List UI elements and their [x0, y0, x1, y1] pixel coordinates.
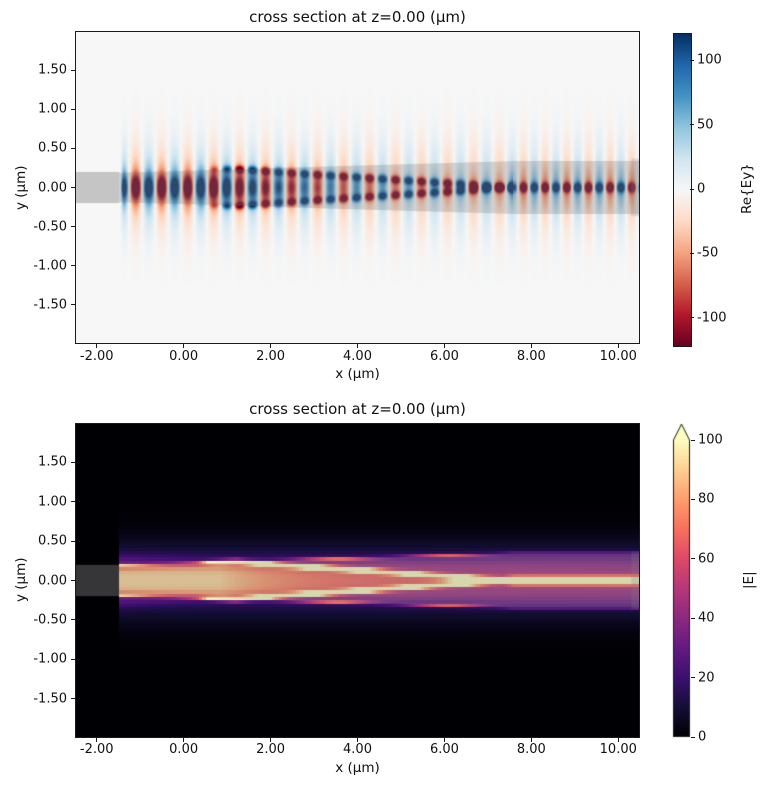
- x-tick-label: 10.00: [599, 742, 637, 757]
- y-tick-label: -1.00: [33, 651, 67, 667]
- colorbar-tick-mark: [691, 677, 695, 679]
- top-plot-title: cross section at z=0.00 (μm): [249, 8, 466, 26]
- y-tick-label: -1.50: [33, 691, 67, 707]
- y-tick-label: 0.50: [38, 140, 67, 156]
- top-colorbar-label: Re{Ey}: [739, 163, 755, 215]
- colorbar-tick-label: 100: [697, 52, 722, 68]
- y-tick-label: -1.00: [33, 258, 67, 274]
- x-tick-mark: [443, 344, 445, 348]
- x-tick-label: 10.00: [599, 349, 637, 364]
- colorbar-tick-label: 40: [698, 610, 715, 626]
- x-tick-label: 0.00: [169, 349, 199, 364]
- top-xaxis-label: x (μm): [335, 366, 380, 382]
- colorbar-tick-mark: [691, 439, 695, 441]
- y-tick-mark: [71, 147, 75, 149]
- bottom-xaxis-label: x (μm): [335, 760, 380, 776]
- x-tick-label: 8.00: [516, 742, 546, 757]
- y-tick-mark: [71, 187, 75, 188]
- y-tick-mark: [71, 580, 75, 581]
- y-tick-label: -1.50: [33, 297, 67, 313]
- y-tick-label: 0.00: [38, 180, 67, 195]
- colorbar-tick-label: -50: [697, 245, 719, 261]
- x-tick-mark: [357, 738, 358, 742]
- x-tick-mark: [96, 344, 98, 348]
- colorbar-tick-mark: [691, 736, 695, 738]
- x-tick-mark: [530, 344, 532, 348]
- y-tick-label: -0.50: [33, 219, 67, 235]
- x-tick-label: 6.00: [429, 742, 459, 757]
- colorbar-tick-label: 0: [697, 181, 706, 197]
- y-tick-mark: [71, 265, 75, 267]
- x-tick-mark: [183, 344, 185, 348]
- x-tick-mark: [530, 738, 532, 742]
- y-tick-mark: [71, 461, 75, 463]
- top-colorbar: [673, 33, 692, 347]
- x-tick-label: 8.00: [516, 349, 546, 364]
- bottom-colorbar: [672, 423, 691, 738]
- y-tick-label: 1.50: [38, 62, 67, 78]
- colorbar-tick-mark: [691, 558, 695, 560]
- y-tick-mark: [71, 304, 75, 306]
- y-tick-label: 0.00: [38, 573, 67, 588]
- x-tick-mark: [270, 344, 272, 348]
- x-tick-mark: [270, 738, 272, 742]
- y-tick-mark: [71, 658, 75, 660]
- y-tick-mark: [71, 501, 75, 503]
- y-tick-label: 1.00: [38, 101, 67, 117]
- colorbar-tick-label: -100: [697, 310, 727, 326]
- x-tick-mark: [617, 344, 619, 348]
- x-tick-label: -2.00: [79, 349, 114, 364]
- x-tick-label: 2.00: [256, 349, 286, 364]
- x-tick-label: 4.00: [343, 742, 372, 757]
- colorbar-tick-mark: [690, 124, 694, 126]
- colorbar-tick-mark: [691, 498, 695, 500]
- colorbar-tick-mark: [691, 617, 695, 619]
- colorbar-tick-label: 100: [698, 432, 723, 448]
- colorbar-tick-label: 20: [698, 670, 715, 686]
- colorbar-tick-label: 60: [698, 551, 715, 567]
- bottom-plot-area: [75, 423, 640, 738]
- y-tick-label: 1.50: [38, 454, 67, 470]
- colorbar-tick-mark: [690, 188, 694, 190]
- bottom-plot-title: cross section at z=0.00 (μm): [249, 400, 466, 418]
- x-tick-label: 6.00: [429, 349, 459, 364]
- x-tick-mark: [357, 344, 358, 348]
- y-tick-mark: [71, 619, 75, 621]
- y-tick-mark: [71, 698, 75, 700]
- top-colorbar-gradient: [674, 34, 691, 346]
- x-tick-mark: [617, 738, 619, 742]
- colorbar-tick-label: 50: [697, 117, 714, 133]
- y-tick-mark: [71, 226, 75, 228]
- x-tick-mark: [183, 738, 185, 742]
- x-tick-label: 2.00: [256, 742, 286, 757]
- y-tick-mark: [71, 108, 75, 110]
- colorbar-tick-mark: [690, 59, 694, 61]
- x-tick-mark: [443, 738, 445, 742]
- x-tick-mark: [96, 738, 98, 742]
- y-tick-mark: [71, 540, 75, 542]
- y-tick-label: 1.00: [38, 494, 67, 510]
- bottom-colorbar-label: |E|: [741, 571, 757, 589]
- y-tick-label: -0.50: [33, 612, 67, 628]
- x-tick-label: 0.00: [169, 742, 199, 757]
- y-tick-mark: [71, 69, 75, 71]
- x-tick-label: -2.00: [79, 742, 114, 757]
- colorbar-tick-mark: [690, 252, 694, 254]
- colorbar-tick-label: 80: [698, 491, 715, 507]
- colorbar-tick-mark: [690, 317, 694, 319]
- x-tick-label: 4.00: [343, 349, 372, 364]
- colorbar-tick-label: 0: [698, 729, 707, 745]
- top-heatmap-image: [76, 32, 639, 343]
- y-tick-label: 0.50: [38, 533, 67, 549]
- top-plot-area: [75, 31, 640, 344]
- bottom-heatmap-image: [76, 424, 639, 737]
